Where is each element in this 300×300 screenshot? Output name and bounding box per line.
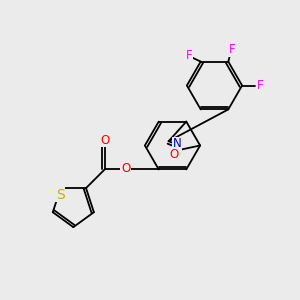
Text: N: N <box>173 137 182 150</box>
Text: S: S <box>56 188 64 202</box>
Text: F: F <box>257 79 263 92</box>
Text: O: O <box>100 134 109 146</box>
Text: O: O <box>121 162 130 175</box>
Text: F: F <box>185 49 192 62</box>
Text: F: F <box>229 43 235 56</box>
Text: O: O <box>170 148 179 161</box>
